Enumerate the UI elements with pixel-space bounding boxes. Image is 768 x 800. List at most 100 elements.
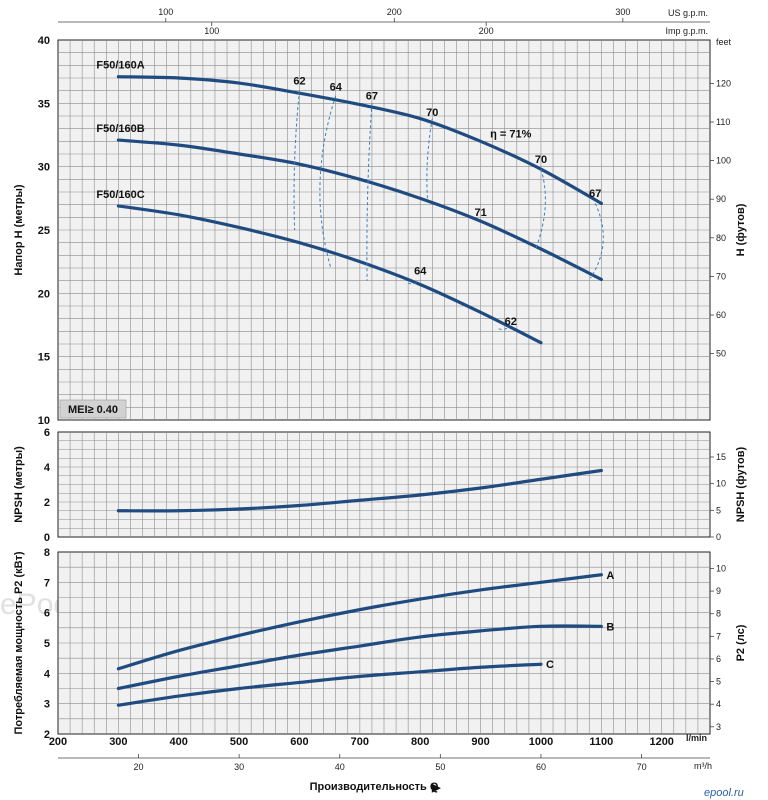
efficiency-label: 62: [293, 75, 305, 87]
y-tick-label: 15: [38, 352, 50, 364]
data-point: [177, 144, 180, 146]
y-axis-label: Напор H (метры): [13, 184, 25, 275]
data-point: [419, 671, 422, 673]
data-point: [479, 666, 482, 669]
top-flow-scales: 100 200 300 100 200 US g.p.m. Imp g.p.m.: [58, 7, 710, 36]
us-tick-label: 300: [615, 7, 630, 17]
efficiency-label: 70: [535, 154, 547, 166]
y-tick-label: 10: [38, 415, 50, 427]
y-tick-label: 20: [38, 288, 50, 300]
data-point: [479, 630, 482, 632]
efficiency-label: η = 71%: [490, 129, 531, 141]
x-axis: 200 300 400 500 600 700 800 900 1000 1100 1200 20 30…: [49, 736, 710, 772]
y-right-tick-label: 6: [716, 654, 721, 664]
series-line: [116, 662, 543, 707]
mei-badge: [59, 399, 127, 419]
y-right-tick-label: 5: [716, 505, 721, 515]
head-panel: 10 15 20 25 30 35 40 50 60 70 80 90 100 110 120 Напор H…: [13, 35, 747, 427]
data-point: [540, 478, 542, 481]
y-right-tick-label: 60: [716, 310, 726, 320]
data-point: [117, 687, 120, 690]
efficiency-isoline: [407, 280, 419, 285]
data-point: [479, 311, 482, 314]
y-tick-label: 35: [38, 98, 50, 110]
data-point: [419, 283, 422, 286]
epool-logo: epool.ru: [704, 787, 744, 799]
y-right-tick-label: 120: [716, 78, 731, 88]
mei-badge-label: MEI≥ 0.40: [68, 404, 118, 416]
data-point: [298, 241, 301, 244]
y-tick-label: 40: [38, 35, 50, 47]
y-right-tick-label: 5: [716, 677, 721, 687]
data-point: [238, 687, 240, 690]
x-axis-secondary-unit: m³/h: [694, 761, 712, 771]
imp-gpm-ticks: 100 200: [204, 22, 494, 36]
secondary-tick-label: 40: [335, 762, 345, 772]
x-axis-unit: l/min: [686, 733, 707, 743]
right-unit-label: feet: [716, 37, 732, 47]
x-tick-label: 900: [471, 736, 489, 748]
data-point: [117, 509, 120, 512]
data-point: [359, 260, 361, 263]
y-right-tick-label: 10: [716, 563, 726, 573]
data-point: [298, 163, 301, 165]
secondary-tick-label: 50: [435, 762, 445, 772]
x-tick-label: 300: [109, 736, 127, 748]
data-point: [117, 139, 120, 141]
secondary-tick-label: 30: [234, 762, 244, 772]
data-point: [359, 499, 361, 502]
series-label: B: [606, 621, 614, 633]
y-right-tick-label: 70: [716, 271, 726, 281]
y-tick-label: 0: [44, 532, 50, 544]
y-axis-label: NPSH (метры): [13, 446, 25, 523]
data-point: [419, 636, 422, 638]
efficiency-isoline: [366, 103, 373, 281]
us-gpm-unit: US g.p.m.: [668, 8, 708, 18]
y-right-tick-label: 110: [716, 117, 730, 127]
data-point: [479, 220, 482, 222]
y-right-tick-label: 10: [716, 479, 726, 489]
x-tick-label: 1200: [649, 736, 673, 748]
x-axis-arrow-icon: ▶: [431, 782, 441, 794]
us-tick-label: 100: [158, 7, 173, 17]
y-right-tick-label: 9: [716, 586, 721, 596]
data-point: [117, 75, 120, 78]
data-point: [359, 178, 361, 181]
data-point: [419, 197, 422, 200]
efficiency-label: 67: [589, 188, 601, 200]
series-label: F50/160B: [96, 123, 144, 135]
y-right-tick-label: 50: [716, 349, 726, 359]
data-point: [600, 278, 603, 281]
efficiency-label: 64: [330, 82, 343, 94]
data-point: [117, 704, 120, 706]
data-point: [479, 589, 482, 591]
data-point: [177, 695, 180, 697]
data-point: [298, 504, 301, 507]
data-point: [177, 214, 180, 216]
y-tick-label: 2: [44, 729, 50, 741]
x-tick-label: 200: [49, 736, 67, 748]
y-tick-label: 4: [44, 668, 51, 680]
us-gpm-ticks: 100 200 300: [158, 7, 630, 22]
data-point: [600, 469, 603, 472]
efficiency-isoline: [498, 326, 510, 330]
series-line: [116, 75, 603, 205]
data-point: [238, 82, 240, 84]
series-label: A: [606, 570, 614, 582]
data-point: [540, 248, 542, 250]
y-right-tick-label: 7: [716, 631, 721, 641]
data-point: [479, 487, 482, 489]
y-tick-label: 8: [44, 547, 50, 559]
y-axis-label-right: H (футов): [735, 203, 747, 256]
data-point: [177, 77, 180, 79]
data-point: [600, 573, 603, 576]
efficiency-isoline: [535, 169, 546, 248]
series-label: C: [546, 659, 554, 671]
power-panel: 2 3 4 5 6 7 8 3 4 5 6 7 8 9 10 Потребляемая мощность P2…: [13, 547, 747, 741]
x-tick-label: 600: [290, 736, 308, 748]
y-right-tick-label: 100: [716, 156, 731, 166]
x-tick-label: 800: [411, 736, 429, 748]
imp-gpm-unit: Imp g.p.m.: [665, 26, 708, 36]
data-point: [238, 664, 240, 667]
